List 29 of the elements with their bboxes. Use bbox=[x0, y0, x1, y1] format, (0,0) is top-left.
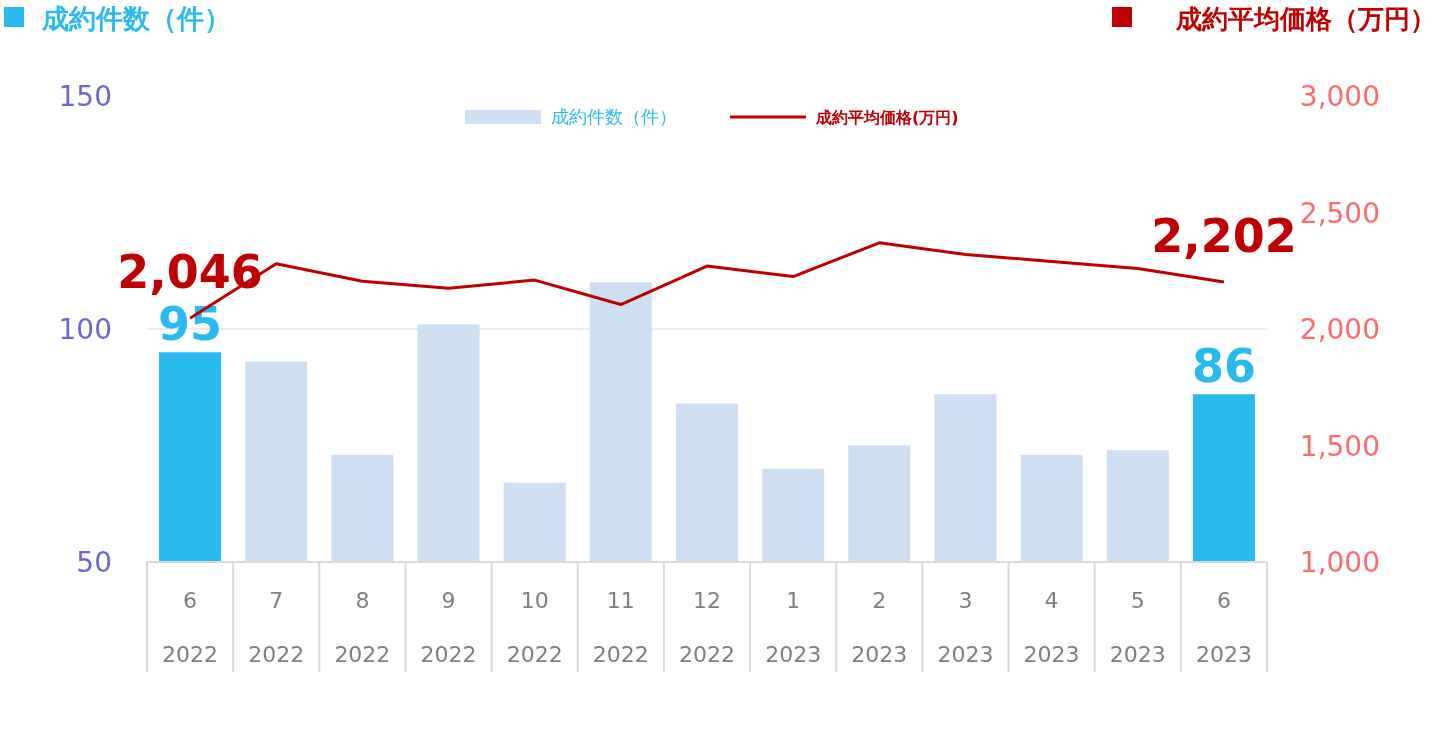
category-label: 9 2022 bbox=[420, 588, 477, 667]
data-label: 95 bbox=[158, 297, 223, 352]
data-label: 86 bbox=[1191, 339, 1256, 394]
y2-tick-label: 1,000 bbox=[1299, 546, 1380, 579]
y-tick-label: 150 bbox=[58, 80, 112, 113]
y2-axis-title: 成約平均価格（万円） bbox=[1175, 4, 1436, 34]
category-label: 1 2023 bbox=[765, 588, 822, 667]
category-label: 6 2023 bbox=[1195, 588, 1252, 667]
y2-tick-label: 1,500 bbox=[1299, 429, 1380, 463]
y2-tick-label: 2,500 bbox=[1299, 196, 1380, 230]
category-label: 7 2022 bbox=[248, 588, 305, 667]
data-label: 2,202 bbox=[1151, 208, 1297, 263]
category-label: 3 2023 bbox=[937, 588, 994, 667]
legend-label: 成約件数（件） bbox=[551, 106, 677, 127]
y-tick-label: 100 bbox=[58, 313, 112, 346]
category-label: 4 2023 bbox=[1023, 588, 1080, 667]
category-label: 2 2023 bbox=[851, 588, 908, 667]
category-label: 12 2022 bbox=[679, 588, 735, 667]
category-label: 5 2023 bbox=[1109, 588, 1166, 667]
category-label: 11 2022 bbox=[592, 588, 649, 667]
y2-tick-label: 3,000 bbox=[1299, 80, 1380, 113]
category-label: 10 2022 bbox=[506, 588, 563, 667]
legend-label: 成約平均価格(万円) bbox=[815, 108, 959, 127]
data-label: 2,046 bbox=[117, 245, 263, 300]
y-tick-label: 50 bbox=[76, 546, 112, 579]
y2-tick-label: 2,000 bbox=[1299, 313, 1380, 346]
category-label: 6 2022 bbox=[162, 588, 219, 667]
category-label: 8 2022 bbox=[334, 588, 391, 667]
y-axis-title: 成約件数（件） bbox=[41, 3, 231, 34]
